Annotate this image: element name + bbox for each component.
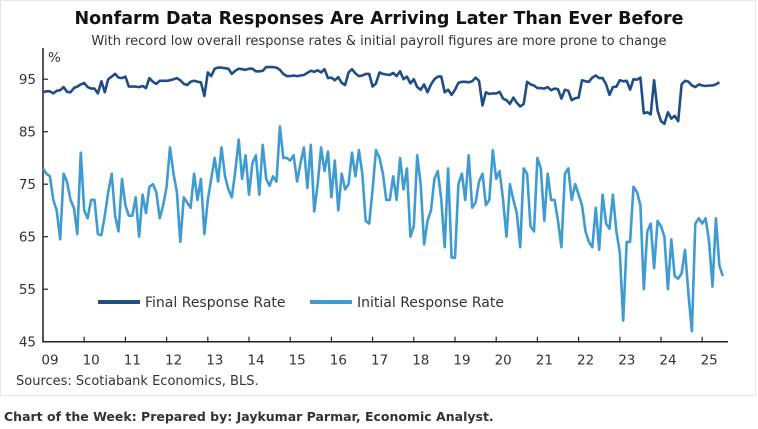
x-axis: 09 10 11 12 13 14 15 16 17 18 19 20 21 22 23 24 25 <box>41 336 728 369</box>
y-tick-label: 85 <box>19 125 36 141</box>
x-tick-label: 12 <box>165 353 182 369</box>
y-tick-label: 75 <box>19 177 36 193</box>
chart-title: Nonfarm Data Responses Are Arriving Late… <box>74 9 684 29</box>
y-tick-label: 45 <box>19 335 36 351</box>
y-tick-label: 55 <box>19 282 36 298</box>
y-axis: 45 55 65 75 85 95 <box>19 48 48 351</box>
chart-subtitle: With record low overall response rates &… <box>91 34 667 49</box>
x-tick-label: 25 <box>701 353 718 369</box>
series-lines <box>41 65 725 333</box>
x-tick-label: 19 <box>453 353 470 369</box>
legend: Final Response Rate Initial Response Rat… <box>98 295 504 311</box>
x-tick-label: 09 <box>41 353 58 369</box>
footer-credit: Chart of the Week: Prepared by: Jaykumar… <box>4 409 494 424</box>
x-tick-label: 20 <box>495 353 512 369</box>
x-tick-label: 22 <box>577 353 594 369</box>
x-tick-label: 18 <box>412 353 429 369</box>
x-tick-label: 23 <box>618 353 635 369</box>
y-tick-label: 95 <box>19 72 36 88</box>
series-line-initial-response-rate <box>41 125 725 333</box>
series-line-final-response-rate <box>42 65 721 126</box>
source-note: Sources: Scotiabank Economics, BLS. <box>16 374 259 389</box>
x-tick-label: 21 <box>536 353 553 369</box>
x-tick-label: 24 <box>659 353 676 369</box>
x-tick-label: 14 <box>247 353 264 369</box>
legend-label-initial: Initial Response Rate <box>357 295 504 311</box>
legend-label-final: Final Response Rate <box>145 295 286 311</box>
x-tick-label: 11 <box>124 353 141 369</box>
x-tick-label: 16 <box>330 353 347 369</box>
x-tick-label: 15 <box>289 353 306 369</box>
chart-frame <box>0 0 756 396</box>
y-axis-unit-label: % <box>48 50 61 66</box>
x-tick-label: 10 <box>83 353 100 369</box>
x-tick-label: 17 <box>371 353 388 369</box>
x-tick-label: 13 <box>206 353 223 369</box>
y-tick-label: 65 <box>19 230 36 246</box>
